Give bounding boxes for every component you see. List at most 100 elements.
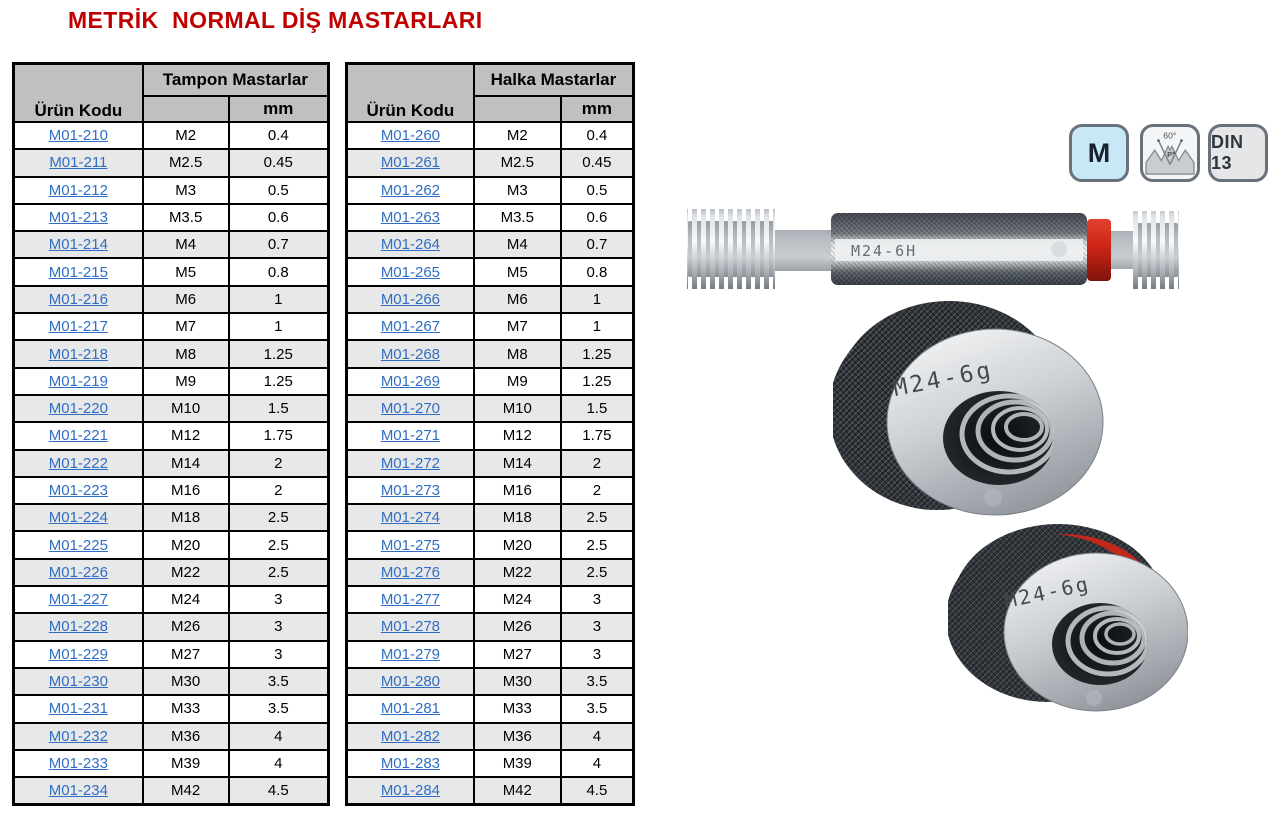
- thread-size-cell: M5: [141, 257, 230, 287]
- product-code-link[interactable]: M01-284: [380, 782, 441, 800]
- table-row: M01-265 M5 0.8: [345, 257, 635, 287]
- product-code-link[interactable]: M01-226: [48, 563, 108, 581]
- pitch-mm-cell: 0.45: [227, 148, 330, 178]
- product-code-link[interactable]: M01-262: [380, 181, 441, 199]
- product-code-link[interactable]: M01-279: [380, 645, 441, 663]
- pitch-mm-cell: 4.5: [559, 776, 635, 806]
- table-row: M01-226 M22 2.5: [12, 557, 330, 588]
- product-code-link[interactable]: M01-271: [380, 427, 441, 445]
- pitch-mm-cell: 1: [227, 312, 330, 342]
- product-code-link[interactable]: M01-234: [48, 782, 108, 800]
- product-code-link[interactable]: M01-217: [48, 318, 108, 336]
- thread-size-cell: M42: [141, 776, 230, 806]
- pitch-mm-cell: 0.4: [227, 120, 330, 151]
- code-cell: M01-224: [12, 503, 144, 533]
- product-code-link[interactable]: M01-283: [380, 754, 441, 772]
- product-code-link[interactable]: M01-230: [48, 673, 108, 691]
- product-code-link[interactable]: M01-261: [380, 154, 441, 172]
- product-code-link[interactable]: M01-222: [48, 454, 108, 472]
- table-row: M01-212 M3 0.5: [12, 175, 330, 205]
- code-cell: M01-230: [12, 666, 144, 697]
- code-cell: M01-261: [345, 148, 475, 178]
- product-code-link[interactable]: M01-263: [380, 209, 441, 227]
- product-code-link[interactable]: M01-272: [380, 454, 441, 472]
- product-code-link[interactable]: M01-228: [48, 618, 108, 636]
- thread-size-cell: M26: [141, 612, 230, 642]
- product-code-link[interactable]: M01-213: [48, 209, 108, 227]
- code-cell: M01-268: [345, 339, 475, 369]
- pitch-mm-cell: 3.5: [227, 666, 330, 697]
- product-code-link[interactable]: M01-221: [48, 427, 108, 445]
- product-code-link[interactable]: M01-225: [48, 536, 108, 554]
- product-code-link[interactable]: M01-211: [49, 154, 108, 172]
- product-code-link[interactable]: M01-274: [380, 509, 441, 527]
- product-code-link[interactable]: M01-232: [48, 727, 108, 745]
- face-emblem: [1086, 690, 1102, 706]
- product-code-link[interactable]: M01-216: [48, 290, 108, 308]
- pitch-mm-cell: 4: [227, 748, 330, 779]
- product-code-link[interactable]: M01-218: [48, 345, 108, 363]
- ring-gauge-table: Ürün Kodu Halka Mastarlar mm M01-260 M2 0.…: [345, 62, 635, 807]
- product-code-link[interactable]: M01-210: [48, 127, 108, 145]
- product-code-link[interactable]: M01-273: [380, 482, 441, 499]
- product-code-link[interactable]: M01-282: [380, 727, 441, 745]
- pitch-mm-cell: 1.5: [559, 393, 635, 424]
- table-row: M01-224 M18 2.5: [12, 503, 330, 533]
- product-code-link[interactable]: M01-219: [48, 372, 108, 390]
- code-cell: M01-272: [345, 448, 475, 478]
- code-cell: M01-233: [12, 748, 144, 779]
- product-code-link[interactable]: M01-281: [380, 700, 441, 718]
- code-cell: M01-219: [12, 366, 144, 396]
- product-code-link[interactable]: M01-224: [48, 509, 108, 527]
- product-code-link[interactable]: M01-215: [48, 263, 108, 281]
- product-code-link[interactable]: M01-266: [380, 290, 441, 308]
- table-row: M01-218 M8 1.25: [12, 339, 330, 369]
- right-neck: [1111, 231, 1135, 269]
- table-row: M01-270 M10 1.5: [345, 393, 635, 424]
- thread-size-cell: M3.5: [141, 202, 230, 233]
- product-code-link[interactable]: M01-275: [380, 536, 441, 554]
- product-code-link[interactable]: M01-227: [48, 591, 108, 609]
- product-code-link[interactable]: M01-278: [380, 618, 441, 636]
- thread-size-cell: M2: [472, 120, 562, 151]
- code-cell: M01-262: [345, 175, 475, 205]
- code-cell: M01-223: [12, 475, 144, 506]
- pitch-mm-cell: 2.5: [559, 530, 635, 560]
- product-code-link[interactable]: M01-280: [380, 673, 441, 691]
- product-code-link[interactable]: M01-264: [380, 236, 441, 254]
- product-code-link[interactable]: M01-267: [380, 318, 441, 336]
- code-cell: M01-216: [12, 284, 144, 315]
- product-code-link[interactable]: M01-229: [48, 645, 108, 663]
- thread-size-cell: M33: [472, 694, 562, 724]
- thread-size-cell: M10: [472, 393, 562, 424]
- product-code-link[interactable]: M01-265: [380, 263, 441, 281]
- pitch-mm-cell: 0.6: [559, 202, 635, 233]
- product-code-link[interactable]: M01-277: [380, 591, 441, 609]
- table-row: M01-216 M6 1: [12, 284, 330, 315]
- thread-angle-lines: [1157, 140, 1183, 165]
- product-code-link[interactable]: M01-268: [380, 345, 441, 363]
- pitch-mm-cell: 2.5: [227, 557, 330, 588]
- table-row: M01-276 M22 2.5: [345, 557, 635, 588]
- mm-header: mm: [559, 95, 635, 123]
- product-code-link[interactable]: M01-231: [48, 700, 108, 718]
- product-code-link[interactable]: M01-276: [380, 563, 441, 581]
- product-code-link[interactable]: M01-214: [48, 236, 108, 254]
- handle-emblem: [1051, 241, 1067, 257]
- code-cell: M01-213: [12, 202, 144, 233]
- pitch-mm-cell: 1: [559, 284, 635, 315]
- product-code-link[interactable]: M01-233: [48, 754, 108, 772]
- code-cell: M01-267: [345, 312, 475, 342]
- table-row: M01-210 M2 0.4: [12, 120, 330, 151]
- ring-group-header: Halka Mastarlar: [472, 62, 635, 97]
- table-row: M01-271 M12 1.75: [345, 421, 635, 451]
- product-code-link[interactable]: M01-269: [380, 372, 441, 390]
- product-code-link[interactable]: M01-260: [380, 127, 441, 145]
- product-code-link[interactable]: M01-220: [48, 400, 108, 418]
- product-code-link[interactable]: M01-270: [380, 400, 441, 418]
- code-cell: M01-277: [345, 585, 475, 615]
- pitch-mm-cell: 2.5: [227, 503, 330, 533]
- table-row: M01-211 M2.5 0.45: [12, 148, 330, 178]
- product-code-link[interactable]: M01-223: [48, 482, 108, 499]
- product-code-link[interactable]: M01-212: [48, 181, 108, 199]
